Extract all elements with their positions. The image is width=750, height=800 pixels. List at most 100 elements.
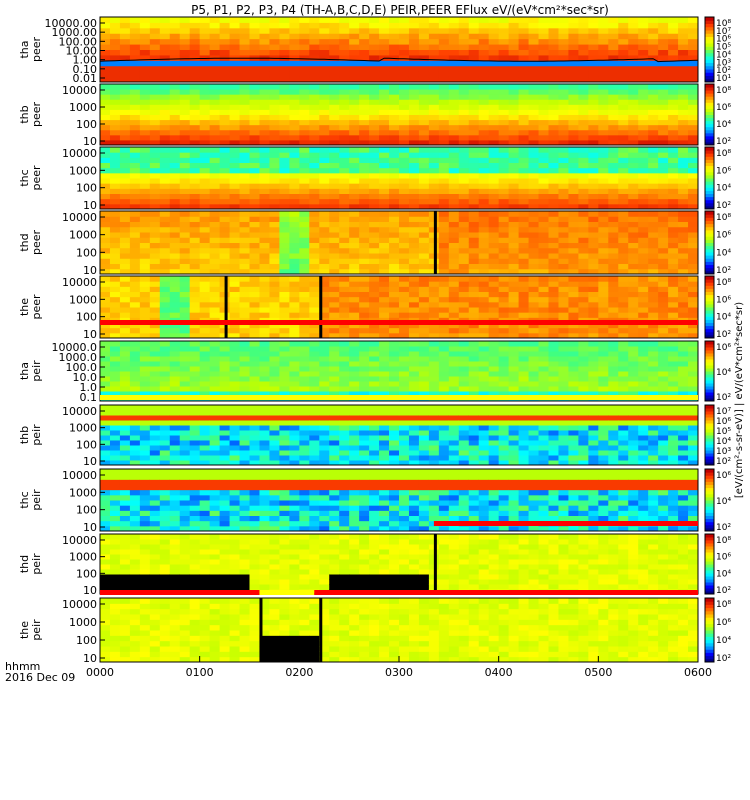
heatmap-cell — [548, 198, 559, 205]
heatmap-cell — [448, 253, 460, 259]
heatmap-cell — [468, 296, 480, 303]
heatmap-cell — [239, 49, 250, 56]
heatmap-cell — [229, 226, 241, 233]
heatmap-cell — [299, 247, 310, 254]
heatmap-cell — [648, 172, 659, 179]
heatmap-cell — [339, 276, 350, 282]
heatmap-cell — [379, 410, 390, 416]
heatmap-cell — [219, 211, 231, 217]
heatmap-cell — [688, 391, 699, 397]
heatmap-cell — [448, 242, 460, 249]
heatmap-cell — [399, 129, 410, 136]
heatmap-cell — [468, 332, 480, 339]
heatmap-cell — [249, 410, 260, 416]
heatmap-cell — [399, 17, 410, 23]
heatmap-cell — [588, 286, 599, 292]
heatmap-cell — [528, 263, 540, 270]
heatmap-cell — [399, 440, 410, 446]
heatmap-cell — [488, 139, 500, 146]
heatmap-cell — [389, 124, 400, 131]
heatmap-cell — [538, 221, 549, 228]
heatmap-cell — [538, 60, 549, 67]
heatmap-cell — [239, 322, 250, 329]
heatmap-cell — [189, 341, 201, 347]
heatmap-cell — [389, 253, 400, 259]
heatmap-cell — [598, 386, 609, 392]
heatmap-cell — [319, 54, 330, 61]
heatmap-cell — [249, 109, 260, 115]
heatmap-cell — [239, 167, 250, 174]
heatmap-cell — [349, 371, 360, 377]
heatmap-cell — [468, 276, 480, 282]
heatmap-cell — [199, 49, 211, 56]
heatmap-cell — [518, 216, 530, 222]
heatmap-cell — [339, 420, 350, 426]
heatmap-cell — [109, 301, 121, 308]
heatmap-cell — [249, 44, 260, 50]
heatmap-cell — [478, 193, 490, 200]
heatmap-cell — [408, 405, 420, 411]
heatmap-cell — [638, 114, 649, 121]
heatmap-cell — [438, 440, 450, 446]
y-tick-label: 1000 — [69, 101, 97, 114]
heatmap-cell — [578, 114, 589, 121]
heatmap-cell — [319, 346, 330, 352]
heatmap-cell — [359, 152, 370, 158]
heatmap-cell — [568, 386, 579, 392]
heatmap-cell — [109, 296, 121, 303]
heatmap-cell — [289, 104, 300, 110]
heatmap-cell — [638, 237, 649, 243]
heatmap-cell — [299, 346, 310, 352]
heatmap-cell — [299, 440, 310, 446]
heatmap-cell — [259, 124, 270, 131]
heatmap-cell — [638, 183, 649, 189]
heatmap-cell — [658, 17, 669, 23]
heatmap-cell — [488, 351, 500, 357]
heatmap-cell — [100, 152, 111, 158]
heatmap-cell — [119, 27, 131, 34]
heatmap-cell — [309, 60, 320, 67]
heatmap-cell — [399, 54, 410, 61]
heatmap-cell — [548, 226, 559, 233]
heatmap-cell — [329, 435, 340, 441]
heatmap-cell — [379, 351, 390, 357]
heatmap-cell — [448, 134, 460, 141]
heatmap-cell — [179, 114, 191, 121]
heatmap-cell — [349, 356, 360, 362]
heatmap-cell — [139, 183, 151, 189]
heatmap-cell — [199, 129, 211, 136]
heatmap-cell — [239, 22, 250, 29]
heatmap-cell — [658, 193, 669, 200]
heatmap-cell — [608, 286, 619, 292]
heatmap-cell — [478, 386, 490, 392]
heatmap-cell — [638, 263, 649, 270]
heatmap-cell — [339, 237, 350, 243]
heatmap-cell — [229, 291, 241, 298]
heatmap-cell — [319, 22, 330, 29]
heatmap-cell — [528, 167, 540, 174]
heatmap-cell — [239, 296, 250, 303]
heatmap-cell — [159, 198, 171, 205]
heatmap-cell — [100, 60, 111, 67]
heatmap-cell — [239, 435, 250, 441]
heatmap-cell — [219, 247, 231, 254]
heatmap-cell — [289, 430, 300, 436]
heatmap-cell — [319, 425, 330, 431]
heatmap-cell — [209, 89, 221, 95]
heatmap-cell — [149, 216, 161, 222]
heatmap-cell — [349, 346, 360, 352]
heatmap-cell — [678, 27, 689, 34]
heatmap-cell — [359, 178, 370, 184]
heatmap-cell — [528, 341, 540, 347]
heatmap-cell — [100, 84, 111, 90]
heatmap-cell — [339, 226, 350, 233]
heatmap-cell — [129, 351, 141, 357]
heatmap-cell — [518, 381, 530, 387]
y-tick-label: 100.0 — [66, 361, 98, 374]
heatmap-cell — [478, 60, 490, 67]
colorbar-step — [705, 43, 714, 47]
heatmap-cell — [119, 341, 131, 347]
heatmap-cell — [369, 341, 380, 347]
colorbar-step — [705, 171, 714, 176]
heatmap-cell — [399, 415, 410, 421]
